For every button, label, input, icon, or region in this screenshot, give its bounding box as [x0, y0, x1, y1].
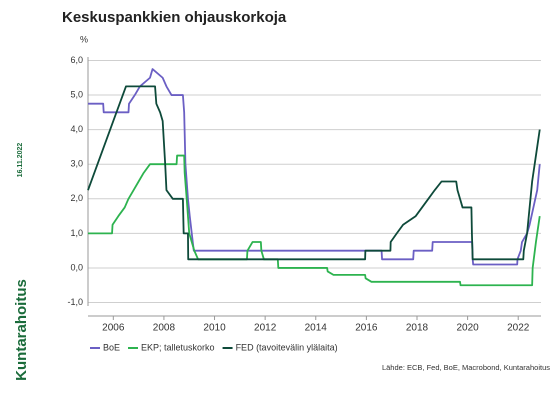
y-tick-label: 2,0 — [70, 193, 83, 203]
date: 16.11.2022 — [17, 143, 24, 178]
legend-label: FED (tavoitevälin ylälaita) — [236, 342, 338, 352]
logo: Kuntarahoitus — [13, 279, 30, 381]
y-tick-label: 1,0 — [70, 228, 83, 238]
x-tick-label: 2020 — [456, 323, 479, 334]
x-tick-label: 2016 — [355, 323, 378, 334]
legend-label: BoE — [103, 342, 120, 352]
x-tick-label: 2018 — [406, 323, 429, 334]
y-tick-label: 3,0 — [70, 159, 83, 169]
x-tick-label: 2006 — [102, 323, 125, 334]
source: Lähde: ECB, Fed, BoE, Macrobond, Kuntara… — [382, 363, 550, 372]
series-line — [88, 154, 541, 287]
y-tick-label: 6,0 — [70, 55, 83, 65]
x-tick-label: 2012 — [254, 323, 277, 334]
y-tick-label: -1,0 — [67, 297, 83, 307]
chart-title: Keskuspankkien ohjauskorkoja — [62, 9, 287, 26]
y-tick-label: 5,0 — [70, 89, 83, 99]
x-tick-label: 2014 — [305, 323, 328, 334]
x-tick-label: 2022 — [507, 323, 530, 334]
y-axis-label: % — [80, 34, 88, 44]
y-tick-label: 0,0 — [70, 262, 83, 272]
x-tick-label: 2010 — [203, 323, 226, 334]
series-line — [87, 85, 541, 261]
y-tick-label: 4,0 — [70, 124, 83, 134]
legend-label: EKP; talletuskorko — [141, 342, 215, 352]
x-tick-label: 2008 — [153, 323, 176, 334]
